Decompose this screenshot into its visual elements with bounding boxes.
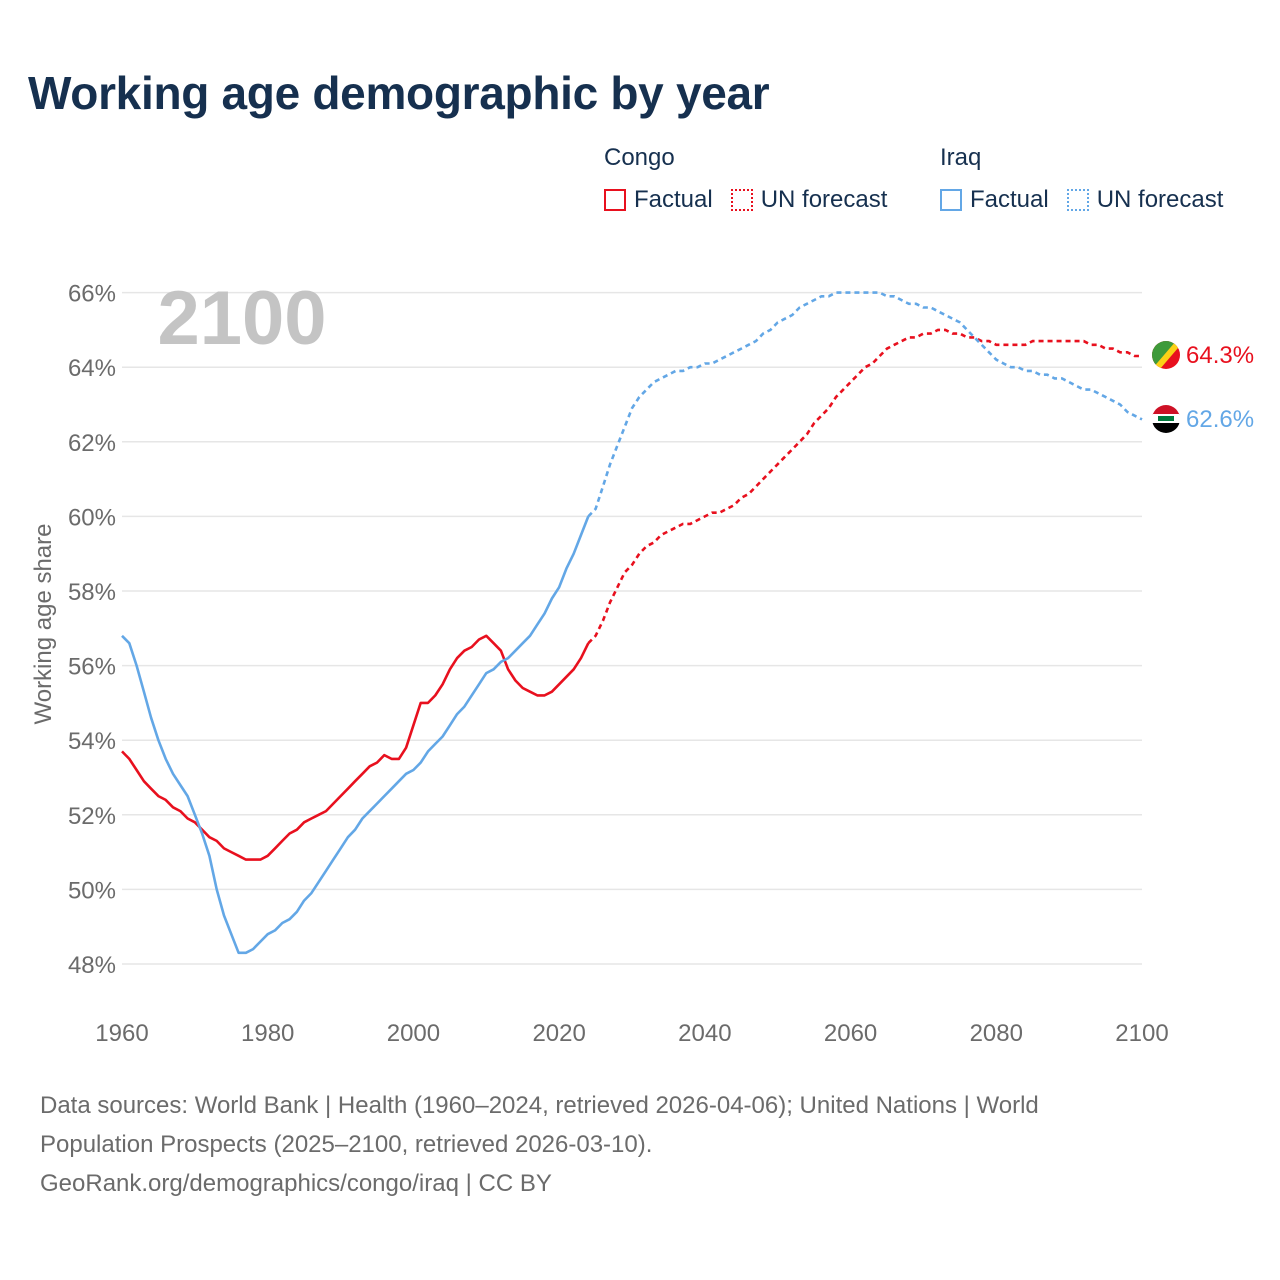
line-chart: 48% 50% 52% 54% 56% 58% 60% 62% 64% 66% 1960 1980 2… xyxy=(30,276,1254,1047)
legend-group-congo: Congo Factual UN forecast xyxy=(604,144,905,214)
y-tick-label: 60% xyxy=(68,504,116,531)
footer-line: Data sources: World Bank | Health (1960–… xyxy=(40,1092,1039,1119)
year-watermark: 2100 xyxy=(157,276,326,361)
legend-item-label: Factual xyxy=(970,186,1049,213)
x-tick-label: 2040 xyxy=(678,1020,731,1047)
footer-line: Population Prospects (2025–2100, retriev… xyxy=(40,1131,653,1158)
legend-item-label: Factual xyxy=(634,186,713,213)
y-tick-label: 62% xyxy=(68,430,116,457)
legend-item-label: UN forecast xyxy=(1096,186,1224,213)
legend-swatch-dotted xyxy=(1066,189,1089,211)
congo-flag-icon xyxy=(1152,341,1180,369)
congo-factual-line xyxy=(121,634,590,861)
chart-title: Working age demographic by year xyxy=(28,67,770,119)
legend-item-iraq-forecast[interactable]: UN forecast xyxy=(1066,186,1224,214)
legend-swatch-solid xyxy=(604,189,626,211)
legend-group-iraq: Iraq Factual UN forecast xyxy=(940,144,1223,214)
gridlines xyxy=(122,291,1142,965)
footer-source: Data sources: World Bank | Health (1960–… xyxy=(40,1086,1240,1203)
y-tick-label: 64% xyxy=(68,355,116,382)
legend-item-congo-factual[interactable]: Factual xyxy=(604,186,713,214)
x-tick-label: 2080 xyxy=(970,1020,1023,1047)
x-tick-label: 2020 xyxy=(532,1020,585,1047)
y-tick-label: 56% xyxy=(68,654,116,681)
x-tick-label: 2000 xyxy=(387,1020,440,1047)
legend-item-congo-forecast[interactable]: UN forecast xyxy=(730,186,888,214)
y-axis-label: Working age share xyxy=(30,524,57,725)
x-tick-label: 2060 xyxy=(824,1020,877,1047)
x-tick-label: 2100 xyxy=(1115,1020,1168,1047)
y-tick-label: 58% xyxy=(68,579,116,606)
legend-group-label: Iraq xyxy=(940,144,982,171)
footer-link[interactable]: GeoRank.org/demographics/congo/iraq | CC… xyxy=(40,1170,552,1197)
iraq-end-label: 62.6% xyxy=(1186,406,1254,433)
legend-item-label: UN forecast xyxy=(760,186,888,213)
x-tick-label: 1960 xyxy=(95,1020,148,1047)
y-tick-label: 50% xyxy=(68,877,116,904)
y-tick-label: 54% xyxy=(68,728,116,755)
y-tick-label: 48% xyxy=(68,952,116,979)
congo-forecast-line xyxy=(587,328,1142,645)
y-tick-label: 66% xyxy=(68,281,116,308)
iraq-forecast-line xyxy=(587,291,1143,518)
y-tick-label: 52% xyxy=(68,803,116,830)
legend-swatch-dotted xyxy=(730,189,753,211)
congo-end-label: 64.3% xyxy=(1186,342,1254,369)
x-axis-ticks: 1960 1980 2000 2020 2040 2060 2080 2100 xyxy=(95,1020,1168,1047)
iraq-factual-line xyxy=(121,515,590,955)
legend-swatch-solid xyxy=(940,189,962,211)
y-axis-ticks: 48% 50% 52% 54% 56% 58% 60% 62% 64% 66% xyxy=(68,281,116,979)
x-tick-label: 1980 xyxy=(241,1020,294,1047)
legend-item-iraq-factual[interactable]: Factual xyxy=(940,186,1049,214)
iraq-flag-icon xyxy=(1152,405,1180,433)
legend-group-label: Congo xyxy=(604,144,675,171)
series-lines xyxy=(121,291,1143,955)
